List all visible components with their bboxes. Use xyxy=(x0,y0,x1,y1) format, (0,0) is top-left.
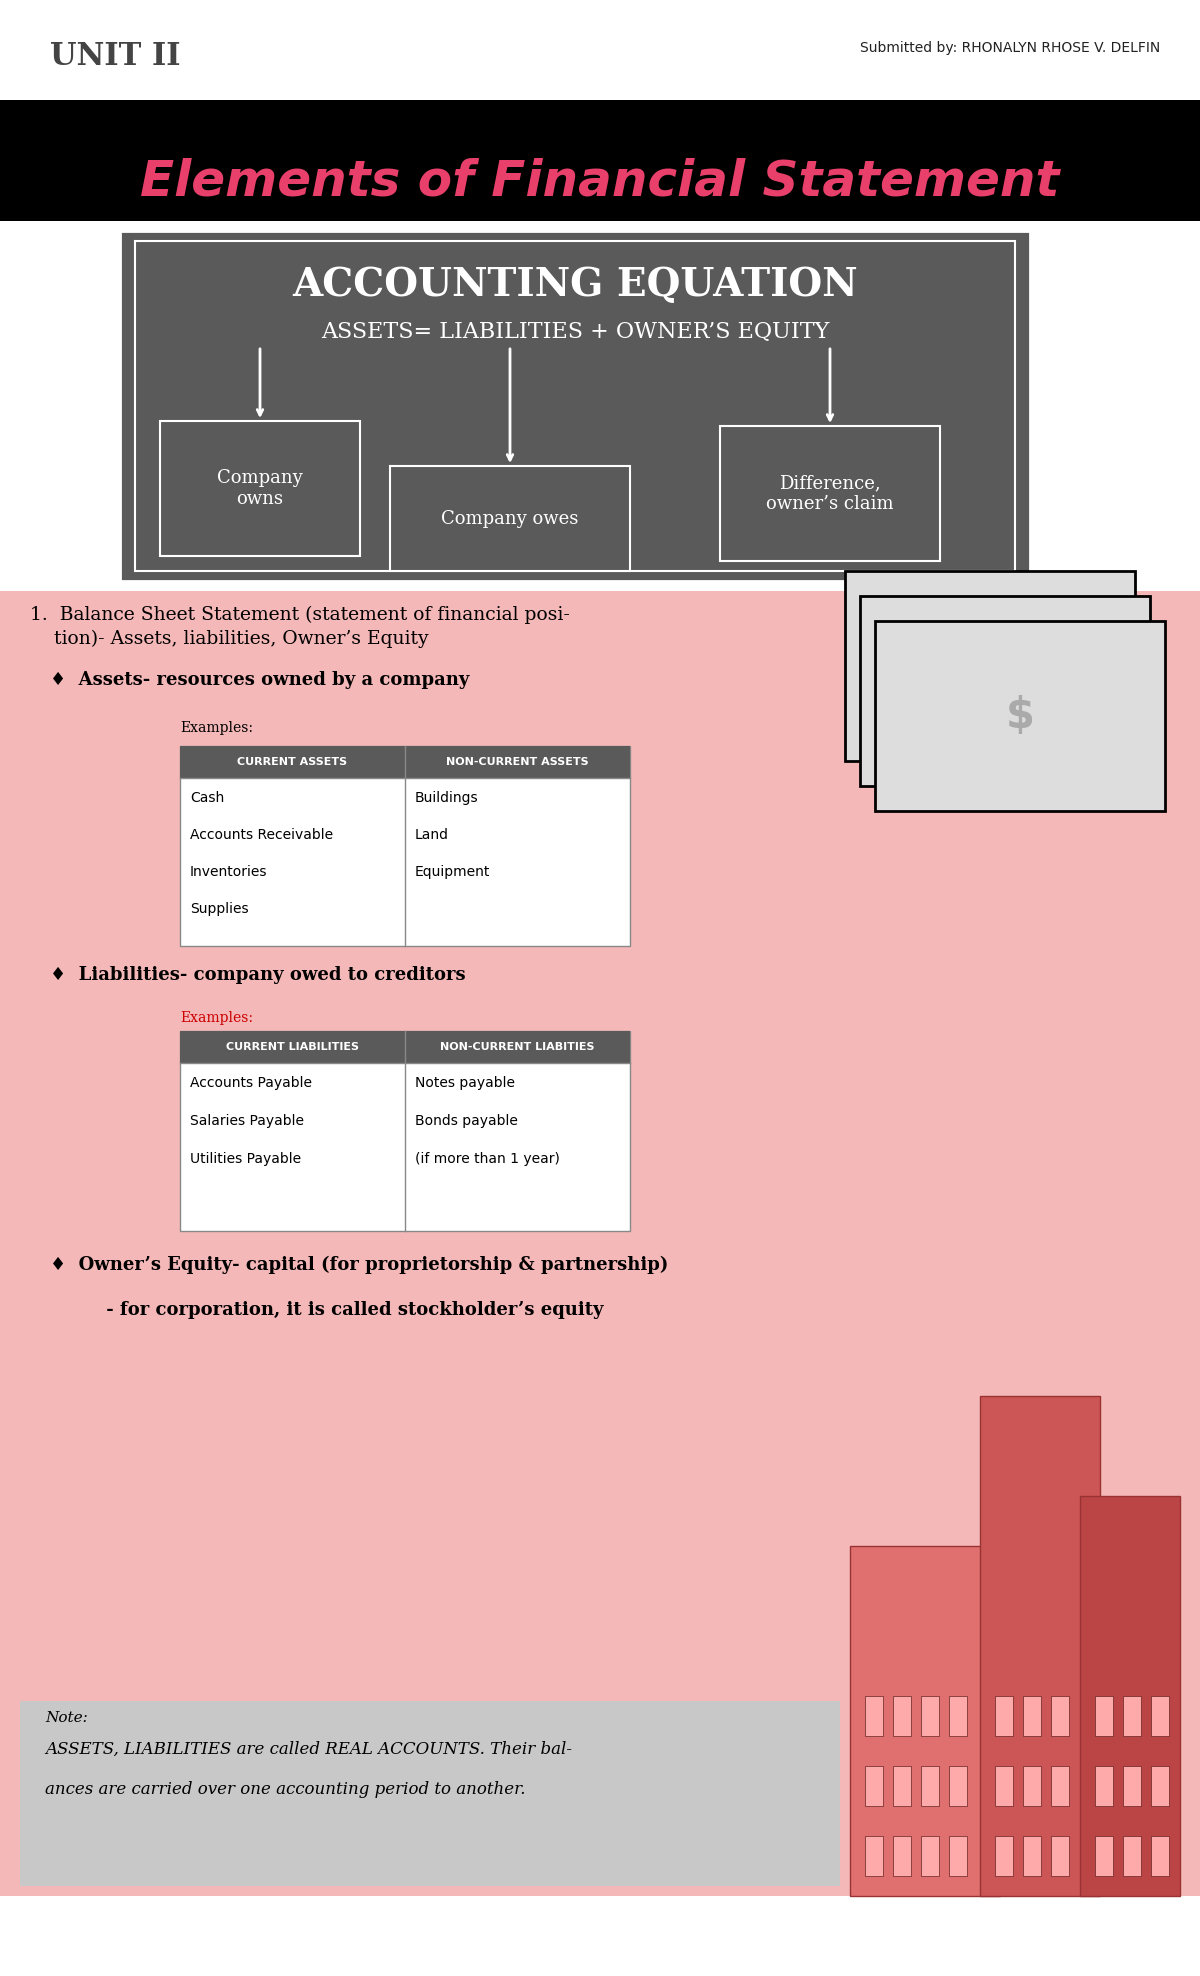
Text: - for corporation, it is called stockholder’s equity: - for corporation, it is called stockhol… xyxy=(50,1300,604,1320)
FancyBboxPatch shape xyxy=(180,1031,630,1063)
FancyBboxPatch shape xyxy=(0,101,1200,221)
Text: Company
owns: Company owns xyxy=(217,468,302,508)
Text: Bonds payable: Bonds payable xyxy=(415,1114,518,1128)
Text: Equipment: Equipment xyxy=(415,865,491,879)
Text: Examples:: Examples: xyxy=(180,1012,253,1026)
Text: Difference,
owner’s claim: Difference, owner’s claim xyxy=(766,474,894,514)
Text: Salaries Payable: Salaries Payable xyxy=(190,1114,304,1128)
FancyBboxPatch shape xyxy=(875,620,1165,810)
FancyBboxPatch shape xyxy=(180,1031,630,1231)
Text: CURRENT LIABILITIES: CURRENT LIABILITIES xyxy=(226,1041,359,1051)
Text: Company owes: Company owes xyxy=(442,510,578,528)
Text: ASSETS, LIABILITIES are called REAL ACCOUNTS. Their bal-: ASSETS, LIABILITIES are called REAL ACCO… xyxy=(46,1741,572,1759)
Text: ances are carried over one accounting period to another.: ances are carried over one accounting pe… xyxy=(46,1780,526,1798)
FancyBboxPatch shape xyxy=(180,747,630,779)
FancyBboxPatch shape xyxy=(922,1767,940,1806)
Text: Notes payable: Notes payable xyxy=(415,1077,515,1091)
Text: $: $ xyxy=(1006,696,1034,737)
Text: $: $ xyxy=(976,644,1004,688)
Text: UNIT II: UNIT II xyxy=(50,41,180,71)
FancyBboxPatch shape xyxy=(865,1767,883,1806)
FancyBboxPatch shape xyxy=(995,1836,1013,1875)
FancyBboxPatch shape xyxy=(949,1767,967,1806)
FancyBboxPatch shape xyxy=(20,1701,840,1885)
FancyBboxPatch shape xyxy=(1123,1836,1141,1875)
FancyBboxPatch shape xyxy=(1096,1836,1114,1875)
FancyBboxPatch shape xyxy=(1051,1767,1069,1806)
FancyBboxPatch shape xyxy=(0,591,1200,1897)
FancyBboxPatch shape xyxy=(160,421,360,555)
FancyBboxPatch shape xyxy=(120,231,1030,581)
FancyBboxPatch shape xyxy=(860,597,1150,786)
FancyBboxPatch shape xyxy=(980,1395,1100,1897)
FancyBboxPatch shape xyxy=(1022,1695,1042,1737)
Text: Note:: Note: xyxy=(46,1711,88,1725)
FancyBboxPatch shape xyxy=(1080,1496,1180,1897)
Text: $: $ xyxy=(990,670,1020,711)
FancyBboxPatch shape xyxy=(1123,1695,1141,1737)
Text: Submitted by: RHONALYN RHOSE V. DELFIN: Submitted by: RHONALYN RHOSE V. DELFIN xyxy=(859,41,1160,55)
FancyBboxPatch shape xyxy=(1096,1767,1114,1806)
FancyBboxPatch shape xyxy=(893,1836,911,1875)
FancyBboxPatch shape xyxy=(865,1695,883,1737)
Text: Supplies: Supplies xyxy=(190,901,248,917)
Text: Accounts Receivable: Accounts Receivable xyxy=(190,828,334,842)
FancyBboxPatch shape xyxy=(865,1836,883,1875)
FancyBboxPatch shape xyxy=(390,466,630,571)
Text: Land: Land xyxy=(415,828,449,842)
FancyBboxPatch shape xyxy=(850,1545,1000,1897)
Text: Buildings: Buildings xyxy=(415,790,479,804)
FancyBboxPatch shape xyxy=(1123,1767,1141,1806)
FancyBboxPatch shape xyxy=(893,1767,911,1806)
Text: Accounts Payable: Accounts Payable xyxy=(190,1077,312,1091)
FancyBboxPatch shape xyxy=(134,241,1015,571)
Text: CURRENT ASSETS: CURRENT ASSETS xyxy=(238,757,348,767)
FancyBboxPatch shape xyxy=(1151,1695,1169,1737)
FancyBboxPatch shape xyxy=(1022,1836,1042,1875)
FancyBboxPatch shape xyxy=(1151,1767,1169,1806)
Text: ACCOUNTING EQUATION: ACCOUNTING EQUATION xyxy=(292,267,858,304)
FancyBboxPatch shape xyxy=(0,0,1200,101)
Text: NON-CURRENT ASSETS: NON-CURRENT ASSETS xyxy=(446,757,589,767)
FancyBboxPatch shape xyxy=(1051,1695,1069,1737)
Text: ♦  Owner’s Equity- capital (for proprietorship & partnership): ♦ Owner’s Equity- capital (for proprieto… xyxy=(50,1257,668,1275)
FancyBboxPatch shape xyxy=(845,571,1135,761)
Text: Cash: Cash xyxy=(190,790,224,804)
Text: ♦  Assets- resources owned by a company: ♦ Assets- resources owned by a company xyxy=(50,672,469,690)
FancyBboxPatch shape xyxy=(949,1836,967,1875)
Text: Utilities Payable: Utilities Payable xyxy=(190,1152,301,1166)
Text: (if more than 1 year): (if more than 1 year) xyxy=(415,1152,560,1166)
Text: Elements of Financial Statement: Elements of Financial Statement xyxy=(140,156,1060,206)
FancyBboxPatch shape xyxy=(922,1695,940,1737)
Text: ♦  Liabilities- company owed to creditors: ♦ Liabilities- company owed to creditors xyxy=(50,966,466,984)
Text: ASSETS= LIABILITIES + OWNER’S EQUITY: ASSETS= LIABILITIES + OWNER’S EQUITY xyxy=(320,320,829,344)
FancyBboxPatch shape xyxy=(180,747,630,947)
FancyBboxPatch shape xyxy=(1051,1836,1069,1875)
Text: 1.  Balance Sheet Statement (statement of financial posi-
    tion)- Assets, lia: 1. Balance Sheet Statement (statement of… xyxy=(30,607,570,648)
FancyBboxPatch shape xyxy=(1151,1836,1169,1875)
FancyBboxPatch shape xyxy=(893,1695,911,1737)
FancyBboxPatch shape xyxy=(1022,1767,1042,1806)
FancyBboxPatch shape xyxy=(720,427,940,561)
Text: NON-CURRENT LIABITIES: NON-CURRENT LIABITIES xyxy=(440,1041,595,1051)
FancyBboxPatch shape xyxy=(995,1767,1013,1806)
FancyBboxPatch shape xyxy=(995,1695,1013,1737)
Text: Examples:: Examples: xyxy=(180,721,253,735)
FancyBboxPatch shape xyxy=(1096,1695,1114,1737)
Text: Inventories: Inventories xyxy=(190,865,268,879)
FancyBboxPatch shape xyxy=(922,1836,940,1875)
FancyBboxPatch shape xyxy=(949,1695,967,1737)
